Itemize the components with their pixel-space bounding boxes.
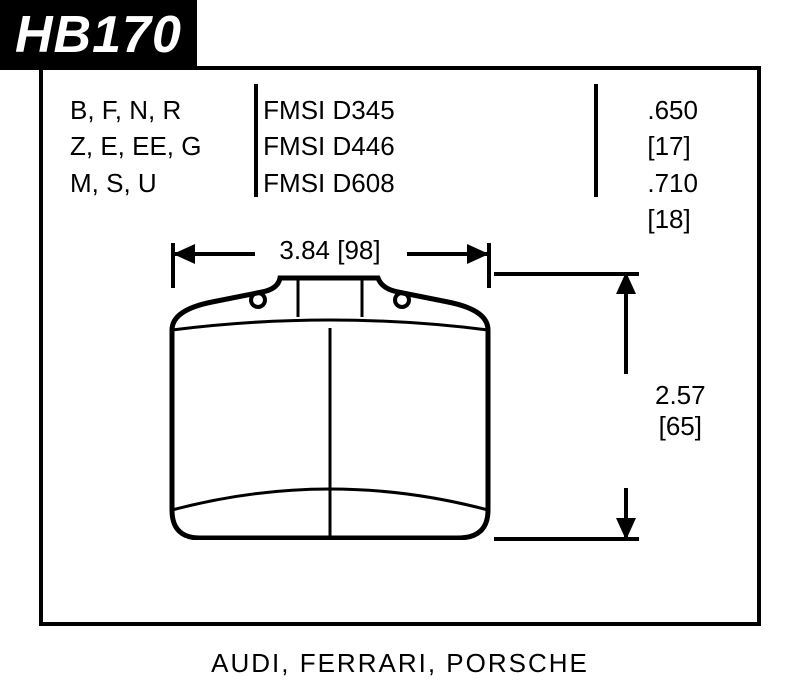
thickness-column: .650 [17] .710 [18] (647, 92, 738, 238)
width-mm: [98] (337, 235, 380, 265)
diagram: 3.84 [98] 2.57 [65] (0, 230, 800, 600)
fmsi-column: FMSI D345 FMSI D446 FMSI D608 (263, 92, 442, 238)
info-table: B, F, N, R Z, E, EE, G M, S, U FMSI D345… (70, 92, 738, 238)
table-separator (254, 84, 258, 197)
extension-line (494, 537, 639, 541)
fmsi-row: FMSI D608 (263, 165, 442, 201)
part-number: HB170 (15, 5, 182, 65)
height-mm: [65] (655, 411, 706, 442)
brake-pad-shape (160, 270, 500, 540)
height-inches: 2.57 (655, 380, 706, 411)
vehicle-applications: AUDI, FERRARI, PORSCHE (0, 648, 800, 679)
compound-row: Z, E, EE, G (70, 128, 249, 164)
fmsi-row: FMSI D345 (263, 92, 442, 128)
compound-row: B, F, N, R (70, 92, 249, 128)
width-inches: 3.84 (279, 235, 330, 265)
compounds-column: B, F, N, R Z, E, EE, G M, S, U (70, 92, 249, 238)
height-dimension-label: 2.57 [65] (655, 380, 706, 442)
compound-row: M, S, U (70, 165, 249, 201)
thickness-row: .710 [18] (647, 165, 738, 238)
header-bar: HB170 (0, 0, 197, 70)
fmsi-row: FMSI D446 (263, 128, 442, 164)
width-dimension-arrow (173, 252, 489, 256)
extension-line (494, 272, 639, 276)
thickness-row: .650 [17] (647, 92, 738, 165)
height-dimension-arrow (624, 272, 628, 540)
table-separator (594, 84, 598, 197)
width-dimension-label: 3.84 [98] (170, 235, 490, 266)
